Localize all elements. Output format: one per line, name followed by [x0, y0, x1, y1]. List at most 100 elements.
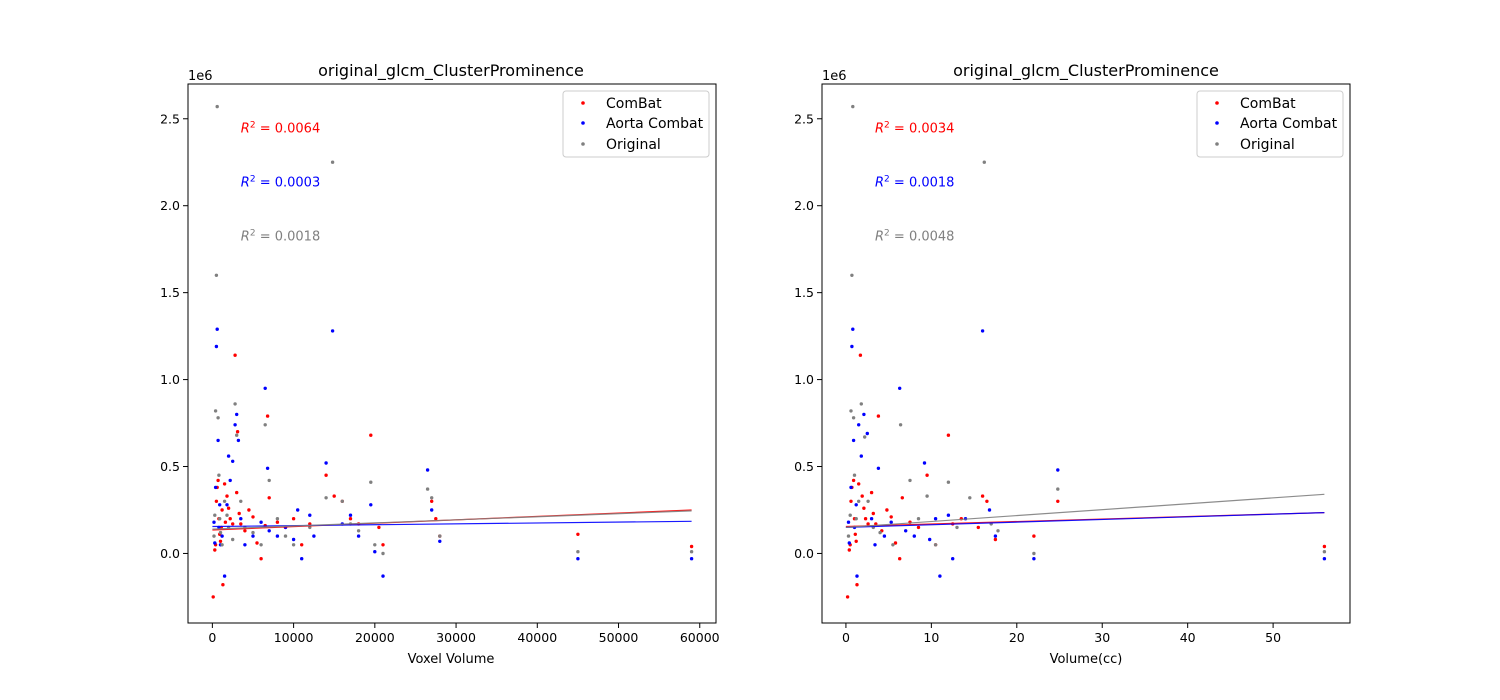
data-point — [324, 473, 328, 477]
data-point — [291, 537, 296, 542]
data-point — [233, 353, 237, 357]
x-tick-label: 0 — [208, 630, 216, 645]
data-point — [925, 494, 929, 498]
data-point — [933, 517, 938, 521]
data-point — [213, 409, 218, 413]
data-point — [212, 534, 216, 538]
x-tick-label: 40000 — [517, 630, 557, 645]
chart-volume-cc: original_glcm_ClusterProminence 1e6 Volu… — [794, 61, 1351, 667]
data-point — [231, 522, 235, 526]
data-point — [885, 508, 889, 512]
data-point — [846, 520, 851, 524]
r-squared-annotation: R2 = 0.0018 — [875, 175, 954, 191]
data-point — [898, 386, 902, 390]
x-axis-label: Voxel Volume — [408, 652, 495, 667]
legend-marker-combat — [581, 101, 585, 105]
data-point — [922, 461, 927, 465]
data-point — [871, 511, 875, 516]
r-squared-annotation: R2 = 0.0018 — [241, 229, 320, 245]
data-point — [263, 423, 267, 427]
chart-voxel-volume: original_glcm_ClusterProminence 1e6 Voxe… — [160, 61, 720, 667]
data-point — [213, 541, 217, 545]
r-squared-annotation: R2 = 0.0048 — [875, 229, 954, 245]
legend-marker-original — [581, 142, 585, 146]
data-point — [332, 494, 336, 498]
data-point — [1032, 551, 1036, 556]
data-point — [222, 574, 227, 578]
y-tick-label: 1.0 — [794, 372, 814, 387]
legend: ComBat Aorta Combat Original — [562, 90, 710, 158]
data-point — [220, 543, 224, 547]
data-point — [251, 530, 255, 535]
data-point — [854, 503, 858, 507]
y-tick-label: 1.0 — [160, 372, 180, 387]
data-point — [239, 517, 243, 521]
data-point — [858, 353, 863, 357]
data-point — [1322, 550, 1327, 554]
data-point — [213, 485, 218, 490]
x-tick-label: 10 — [923, 630, 939, 645]
data-point — [849, 485, 853, 490]
data-point — [430, 496, 434, 500]
data-point — [689, 550, 694, 554]
data-point — [851, 478, 856, 483]
plot-area: 0 10000 20000 30000 40000 50000 60000 0.0 0.5 1.0… — [160, 83, 720, 645]
data-point — [251, 515, 255, 519]
data-point — [300, 543, 304, 547]
data-point — [300, 557, 304, 561]
data-point — [356, 534, 361, 538]
data-point — [912, 534, 916, 538]
x-tick-label: 0 — [842, 630, 850, 645]
data-point — [330, 329, 335, 333]
series-original — [846, 104, 1327, 556]
r-squared-annotation: R2 = 0.0034 — [875, 121, 954, 137]
series-aorta-combat — [846, 327, 1327, 578]
data-point — [251, 534, 255, 538]
data-point — [876, 414, 881, 418]
data-point — [866, 522, 870, 526]
data-point — [863, 435, 867, 439]
data-point — [876, 466, 881, 470]
data-point — [259, 557, 263, 561]
data-point — [851, 327, 855, 331]
data-point — [226, 454, 231, 458]
data-point — [430, 499, 434, 503]
y-tick-label: 0.0 — [794, 546, 814, 561]
legend-label-aorta-combat: Aorta Combat — [1240, 116, 1338, 132]
data-point — [425, 487, 430, 491]
data-point — [893, 541, 898, 545]
r-squared-annotation: R2 = 0.0064 — [241, 121, 320, 137]
data-point — [275, 520, 280, 524]
series-combat — [845, 353, 1327, 599]
data-point — [993, 534, 998, 538]
data-point — [324, 496, 328, 500]
data-point — [1056, 468, 1060, 472]
data-point — [889, 515, 893, 519]
data-point — [916, 525, 921, 530]
data-point — [866, 499, 870, 503]
data-point — [348, 517, 353, 521]
data-point — [425, 468, 430, 472]
data-point — [265, 414, 270, 418]
data-point — [223, 520, 228, 524]
data-point — [218, 503, 222, 507]
data-point — [243, 543, 247, 547]
data-point — [212, 520, 216, 524]
data-point — [925, 473, 929, 477]
x-tick-label: 20 — [1009, 630, 1025, 645]
legend-box — [1196, 90, 1344, 158]
data-point — [1032, 557, 1036, 561]
data-point — [1322, 557, 1327, 561]
data-point — [291, 517, 296, 521]
legend-label-aorta-combat: Aorta Combat — [606, 116, 704, 132]
chart-title: original_glcm_ClusterProminence — [318, 61, 584, 81]
data-point — [853, 532, 857, 536]
x-axis-label: Volume(cc) — [1050, 652, 1123, 667]
data-point — [854, 517, 858, 521]
data-point — [857, 423, 861, 427]
data-point — [340, 499, 344, 503]
data-point — [218, 517, 222, 521]
y-tick-label: 2.0 — [160, 198, 180, 213]
data-point — [235, 433, 239, 437]
fit-line-aorta-combat — [845, 512, 1325, 528]
